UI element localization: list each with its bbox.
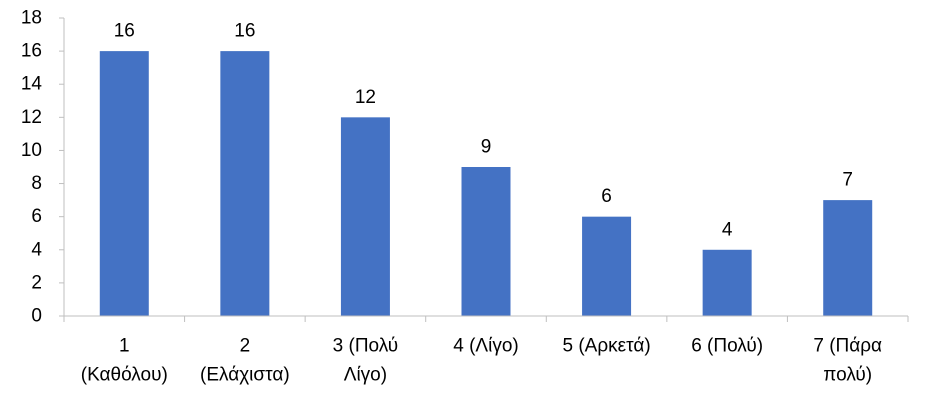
y-tick-label: 10 [21,140,42,161]
y-tick-label: 4 [31,239,42,260]
x-category-label: 5 (Αρκετά) [562,336,650,357]
bar [99,51,149,316]
data-label: 16 [234,21,255,42]
data-labels: 16 16 12 9 6 4 7 [114,21,853,241]
x-category-label: 7 (Πάρα [813,336,882,357]
y-tick-label: 16 [21,41,42,62]
bar [461,167,511,316]
data-label: 12 [355,87,376,108]
x-category-label: (Καθόλου) [81,365,168,386]
x-category-label: 3 (Πολύ [333,336,399,357]
x-category-label: πολύ) [823,365,872,386]
bar [702,249,752,316]
data-label: 7 [842,170,853,191]
bars [99,51,873,316]
data-label: 9 [481,137,492,158]
bar [340,117,390,316]
x-category-label: 1 [119,336,130,357]
x-axis-categories: 1 (Καθόλου) 2 (Ελάχιστα) 3 (Πολύ Λίγο) 4 (Λίγο… [63,316,909,386]
bar [823,200,873,316]
bar [582,216,632,316]
data-label: 4 [722,219,733,240]
y-tick-label: 2 [31,272,42,293]
y-tick-label: 0 [31,306,42,327]
x-category-label: 4 (Λίγο) [453,336,518,357]
x-category-label: 6 (Πολύ) [691,336,763,357]
data-label: 6 [601,186,612,207]
y-tick-label: 8 [31,173,42,194]
y-tick-label: 18 [21,8,42,29]
x-category-label: 2 [240,336,251,357]
x-category-label: Λίγο) [344,365,387,386]
bar [220,51,270,316]
y-tick-label: 6 [31,206,42,227]
x-category-label: (Ελάχιστα) [200,365,290,386]
y-axis-ticks: 0 2 4 6 8 10 12 14 16 18 [21,8,64,327]
y-tick-label: 14 [21,74,43,95]
data-label: 16 [114,21,135,42]
y-tick-label: 12 [21,107,42,128]
